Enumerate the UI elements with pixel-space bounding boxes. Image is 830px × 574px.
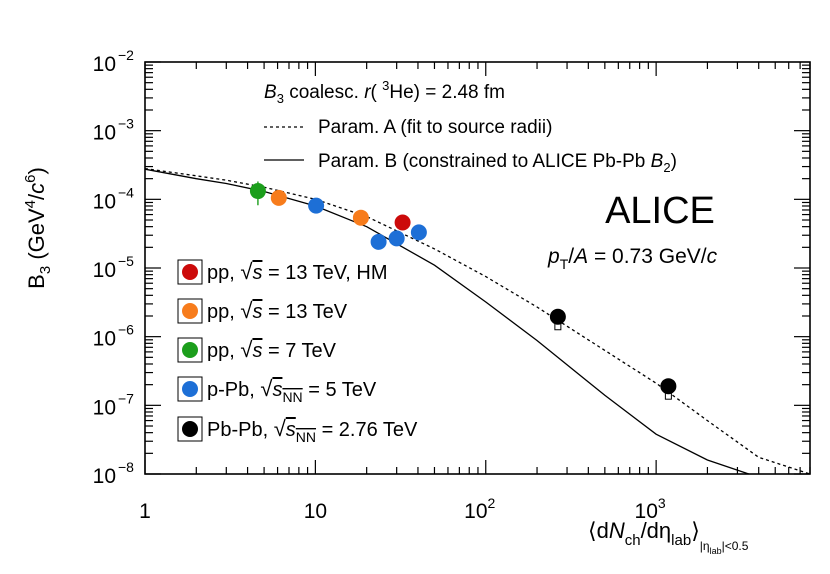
legend-entry-pp-13-hm: pp, √s = 13 TeV, HM [177, 259, 388, 285]
legend-marker [182, 421, 198, 437]
y-tick-label: 10 [93, 396, 116, 419]
data-point [352, 209, 369, 226]
y-tick-exponent: −7 [118, 390, 134, 406]
data-point [308, 197, 325, 214]
data-point [388, 230, 405, 247]
y-tick-label: 10 [93, 190, 116, 213]
coalescence-label: B3 coalesc. r( 3He) = 2.48 fm [264, 78, 505, 106]
y-tick-exponent: −3 [118, 116, 134, 132]
kinematics-label: pT/A = 0.73 GeV/c [547, 245, 718, 272]
x-axis-title: ⟨dNch/dηlab⟩|ηlab|<0.5 [588, 518, 749, 556]
y-tick-labels: 10−810−710−610−510−410−310−2 [93, 47, 135, 488]
y-tick-exponent: −2 [118, 47, 134, 63]
y-tick-label: 10 [93, 53, 116, 76]
y-tick-label: 10 [93, 259, 116, 282]
axis-ticks [144, 61, 811, 475]
param-curves [144, 167, 811, 475]
legend-entry-pp-7: pp, √s = 7 TeV [177, 337, 337, 363]
param-b-curve [144, 168, 750, 475]
data-point [394, 214, 411, 231]
y-axis-title: B3 (GeV4/c6) [22, 167, 54, 289]
legend-label: p-Pb, √sNN = 5 TeV [207, 376, 377, 405]
legend-label: pp, √s = 7 TeV [207, 337, 337, 362]
x-tick-labels: 1 10 102 103 [139, 495, 666, 523]
y-tick-exponent: −5 [118, 253, 134, 269]
series-legend: pp, √s = 13 TeV, HM pp, √s = 13 TeV pp, … [177, 259, 418, 445]
data-point [370, 233, 387, 250]
y-tick-label: 10 [93, 465, 116, 488]
data-point [270, 189, 287, 206]
data-point [660, 378, 677, 395]
legend-marker [182, 342, 198, 358]
legend-marker [182, 381, 198, 397]
legend-entry-ppb: p-Pb, √sNN = 5 TeV [177, 376, 377, 405]
legend-label: Pb-Pb, √sNN = 2.76 TeV [207, 416, 418, 445]
y-tick-label: 10 [93, 122, 116, 145]
y-tick-exponent: −6 [118, 322, 134, 338]
param-a-curve [144, 167, 811, 475]
legend-entry-pbpb: Pb-Pb, √sNN = 2.76 TeV [177, 416, 418, 445]
legend-marker [182, 303, 198, 319]
data-point [549, 308, 566, 325]
data-point [249, 183, 266, 200]
y-tick-exponent: −4 [118, 184, 134, 200]
legend-marker [182, 264, 198, 280]
y-tick-label: 10 [93, 328, 116, 351]
legend-entry-pp-13: pp, √s = 13 TeV [177, 298, 348, 324]
data-points [249, 181, 677, 400]
legend-label: pp, √s = 13 TeV [207, 298, 348, 323]
x-tick-label: 10 [304, 500, 327, 523]
alice-label: ALICE [605, 190, 715, 232]
param-a-legend-label: Param. A (fit to source radii) [318, 117, 552, 138]
x-tick-label: 102 [464, 495, 495, 523]
data-point [410, 224, 427, 241]
param-b-legend-label: Param. B (constrained to ALICE Pb-Pb B2) [318, 151, 677, 175]
x-tick-label: 103 [635, 495, 666, 523]
legend-label: pp, √s = 13 TeV, HM [207, 259, 388, 284]
y-tick-exponent: −8 [118, 459, 134, 475]
x-tick-label: 1 [139, 500, 151, 523]
